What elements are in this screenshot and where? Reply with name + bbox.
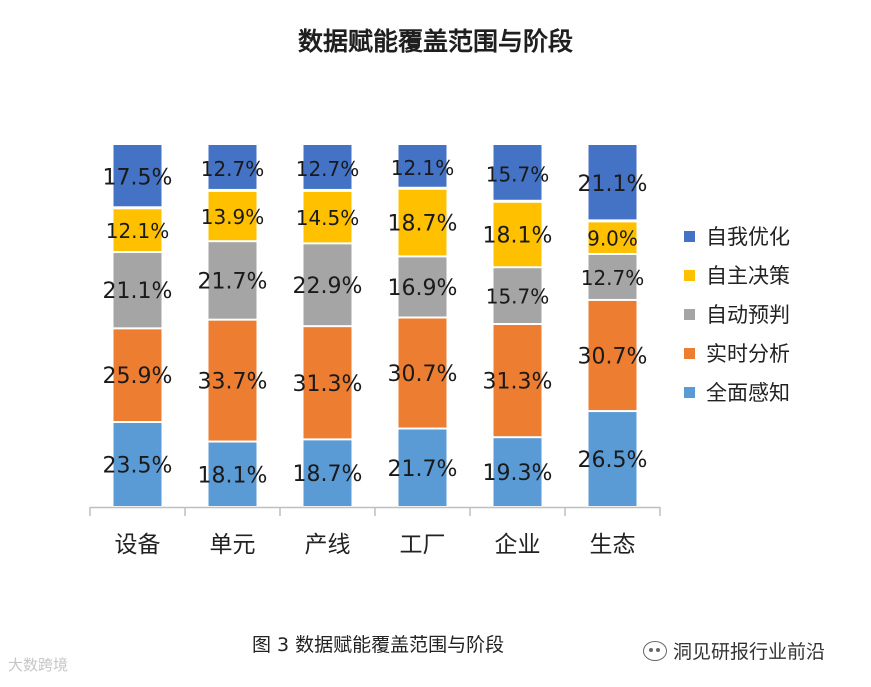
x-tick-label: 生态	[590, 532, 636, 558]
data-label: 18.1%	[198, 463, 268, 488]
bar-segment	[303, 327, 352, 439]
bar-segment	[303, 191, 352, 243]
bar-segment	[588, 145, 637, 220]
data-label: 16.9%	[388, 276, 458, 301]
wechat-icon	[643, 640, 667, 661]
bars-layer	[113, 145, 637, 506]
data-label: 30.7%	[388, 362, 458, 387]
x-tick-label: 产线	[305, 532, 351, 558]
bar-segment	[398, 189, 447, 256]
bar-segment	[303, 440, 352, 506]
legend-entry: 自我优化	[706, 225, 790, 249]
watermark-right-text: 洞见研报行业前沿	[673, 641, 826, 663]
data-label: 12.1%	[106, 219, 170, 243]
data-label: 33.7%	[198, 370, 268, 395]
legend-swatch	[684, 309, 695, 320]
data-label: 18.1%	[483, 224, 553, 249]
bar-segment	[208, 242, 257, 319]
x-tick-label: 工厂	[400, 532, 446, 558]
data-label: 13.9%	[201, 205, 265, 229]
bar-segment	[208, 442, 257, 506]
bar-segment	[303, 244, 352, 326]
watermark-left: 大数跨境	[8, 654, 68, 675]
legend-swatch	[684, 231, 695, 242]
legend-swatch	[684, 348, 695, 359]
data-label: 12.7%	[296, 157, 360, 181]
figure-caption: 图 3 数据赋能覆盖范围与阶段	[252, 634, 505, 656]
data-label: 22.9%	[293, 274, 363, 299]
bar-segment	[398, 318, 447, 428]
bar-segment	[588, 254, 637, 299]
legend-entry: 全面感知	[706, 381, 790, 405]
legend-swatch	[684, 387, 695, 398]
legend-entry: 实时分析	[706, 342, 790, 366]
bar-segment	[588, 412, 637, 506]
data-label: 21.7%	[388, 457, 458, 482]
bar-segment	[113, 253, 162, 328]
data-label: 31.3%	[293, 372, 363, 397]
legend-swatch	[684, 270, 695, 281]
bar-segment	[303, 145, 352, 189]
bar-segment	[493, 202, 542, 267]
data-label: 9.0%	[587, 227, 638, 251]
data-label: 23.5%	[103, 454, 173, 479]
bar-segment	[208, 320, 257, 441]
bar-segment	[493, 145, 542, 200]
segment-labels-layer: 23.5% 25.9% 21.1% 12.1% 17.5% 18.1% 33.7% 21.7%…	[103, 156, 648, 488]
x-tick-label: 设备	[115, 532, 161, 558]
watermark-right: 洞见研报行业前沿	[643, 637, 825, 664]
x-tick-label: 企业	[495, 532, 541, 558]
data-label: 18.7%	[388, 212, 458, 237]
bar-segment	[493, 268, 542, 324]
data-label: 25.9%	[103, 364, 173, 389]
bar-segment	[113, 329, 162, 422]
bar-segment	[208, 191, 257, 241]
bar-segment	[113, 209, 162, 252]
data-label: 18.7%	[293, 462, 363, 487]
bar-segment	[493, 438, 542, 506]
data-label: 21.7%	[198, 269, 268, 294]
data-label: 12.7%	[581, 266, 645, 290]
chart-title: 数据赋能覆盖范围与阶段	[297, 27, 573, 56]
bar-segment	[588, 300, 637, 411]
bar-segment	[113, 145, 162, 207]
data-label: 17.5%	[103, 166, 173, 191]
legend-entry: 自动预判	[706, 303, 790, 327]
bar-segment	[208, 145, 257, 189]
bar-segment	[398, 429, 447, 506]
data-label: 14.5%	[296, 206, 360, 230]
watermark-left-text: 大数跨境	[8, 656, 69, 674]
data-label: 21.1%	[103, 279, 173, 304]
data-label: 19.3%	[483, 461, 553, 486]
data-label: 21.1%	[578, 172, 648, 197]
bar-segment	[113, 423, 162, 506]
data-label: 12.1%	[391, 156, 455, 180]
x-tick-label: 单元	[210, 532, 256, 558]
data-label: 12.7%	[201, 157, 265, 181]
data-label: 30.7%	[578, 345, 648, 370]
bar-segment	[588, 222, 637, 253]
bar-segment	[398, 145, 447, 187]
data-label: 26.5%	[578, 448, 648, 473]
x-axis: 设备 单元 产线 工厂 企业 生态	[89, 506, 661, 558]
bar-segment	[493, 325, 542, 437]
legend-entry: 自主决策	[706, 264, 790, 288]
data-label: 15.7%	[486, 285, 550, 309]
bar-segment	[398, 257, 447, 317]
data-label: 31.3%	[483, 370, 553, 395]
data-label: 15.7%	[486, 162, 550, 186]
